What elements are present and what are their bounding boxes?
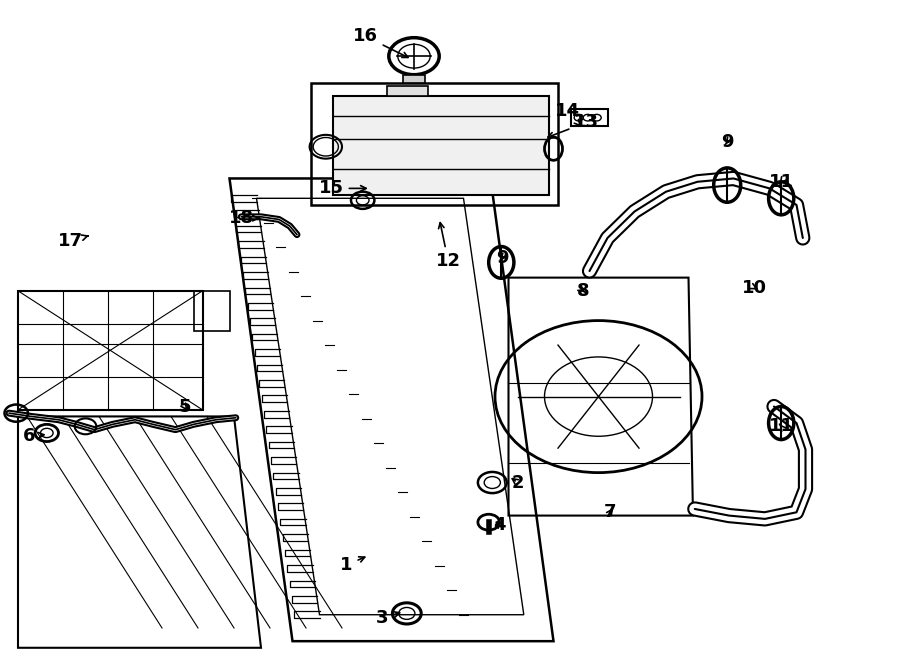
Text: 11: 11 — [769, 417, 794, 436]
Text: 10: 10 — [742, 278, 767, 297]
Text: 6: 6 — [22, 427, 44, 446]
Text: 5: 5 — [178, 397, 191, 416]
Text: 8: 8 — [577, 282, 590, 300]
Polygon shape — [403, 75, 425, 83]
Text: 4: 4 — [493, 516, 506, 535]
Text: 1: 1 — [340, 556, 364, 574]
Text: 2: 2 — [511, 473, 524, 492]
Text: 9: 9 — [496, 249, 508, 267]
Text: 7: 7 — [604, 503, 617, 522]
Text: 12: 12 — [436, 223, 461, 270]
Text: 14: 14 — [554, 102, 580, 126]
Bar — [310, 83, 558, 205]
Polygon shape — [333, 96, 549, 195]
Text: 15: 15 — [319, 179, 366, 198]
Text: 3: 3 — [376, 609, 400, 627]
Text: 9: 9 — [721, 133, 734, 151]
Text: 13: 13 — [548, 113, 599, 137]
Text: 17: 17 — [58, 232, 88, 251]
Text: 11: 11 — [769, 173, 794, 191]
Text: 18: 18 — [229, 209, 259, 227]
Text: 16: 16 — [353, 27, 408, 58]
Polygon shape — [387, 86, 428, 96]
